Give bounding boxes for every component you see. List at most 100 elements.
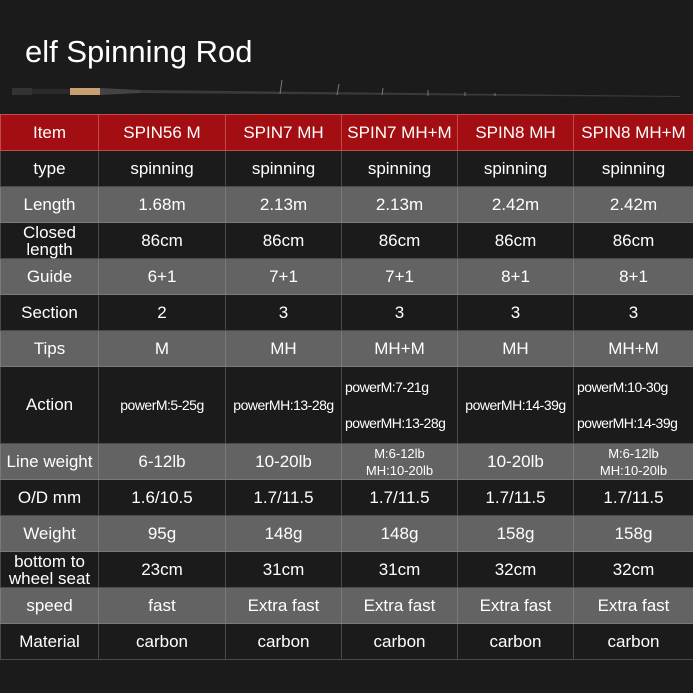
column-header: SPIN7 MH+M (341, 114, 458, 151)
table-cell: powerMH:14-39g (457, 366, 574, 444)
row-label: Guide (0, 258, 99, 295)
row-label: type (0, 150, 99, 187)
cell-line: powerMH:13-28g (233, 397, 334, 413)
table-cell: 31cm (341, 551, 458, 588)
row-label: speed (0, 587, 99, 624)
table-cell: 2 (98, 294, 226, 331)
table-cell: Extra fast (225, 587, 342, 624)
table-cell: 1.7/11.5 (341, 479, 458, 516)
table-cell: spinning (457, 150, 574, 187)
table-cell: carbon (98, 623, 226, 660)
table-row: O/D mm 1.6/10.5 1.7/11.5 1.7/11.5 1.7/11.5 1.… (0, 479, 693, 516)
column-header: SPIN8 MH+M (573, 114, 693, 151)
table-cell: MH (225, 330, 342, 367)
table-cell: powerMH:13-28g (225, 366, 342, 444)
table-row: Guide 6+1 7+1 7+1 8+1 8+1 (0, 258, 693, 295)
table-cell: MH (457, 330, 574, 367)
table-cell: Extra fast (457, 587, 574, 624)
table-cell: 1.7/11.5 (573, 479, 693, 516)
cell-line: powerMH:14-39g (465, 397, 566, 413)
row-label: Length (0, 186, 99, 223)
cell-line: MH:10-20lb (365, 462, 434, 478)
table-cell: 86cm (225, 222, 342, 259)
table-cell: 2.42m (457, 186, 574, 223)
table-row: Line weight 6-12lb 10-20lb M:6-12lb MH:10-20… (0, 443, 693, 480)
table-cell: carbon (225, 623, 342, 660)
table-cell: M (98, 330, 226, 367)
table-row: Action powerM:5-25g powerMH:13-28g powerM:7… (0, 366, 693, 444)
cell-line: M:6-12lb (608, 445, 659, 461)
table-cell: 3 (457, 294, 574, 331)
table-cell: fast (98, 587, 226, 624)
cell-line: MH:10-20lb (599, 462, 668, 478)
table-cell: 10-20lb (225, 443, 342, 480)
table-row: Material carbon carbon carbon carbon carbon (0, 623, 693, 660)
table-cell: 148g (341, 515, 458, 552)
row-label: Line weight (0, 443, 99, 480)
table-cell: 31cm (225, 551, 342, 588)
table-cell: 1.7/11.5 (225, 479, 342, 516)
row-label: bottom to wheel seat (0, 551, 99, 588)
table-row: bottom to wheel seat 23cm 31cm 31cm 32cm 32cm (0, 551, 693, 588)
table-cell: M:6-12lb MH:10-20lb (573, 443, 693, 480)
table-cell: spinning (573, 150, 693, 187)
cell-line: powerM:7-21g (345, 379, 429, 395)
table-cell: 1.6/10.5 (98, 479, 226, 516)
table-cell: 86cm (98, 222, 226, 259)
table-cell: 3 (225, 294, 342, 331)
cell-line: powerMH:13-28g (345, 415, 446, 431)
column-header: SPIN56 M (98, 114, 226, 151)
table-cell: powerM:10-30g powerMH:14-39g (573, 366, 693, 444)
row-label: Tips (0, 330, 99, 367)
table-cell: 2.42m (573, 186, 693, 223)
cell-line: 10-20lb (255, 451, 312, 471)
table-cell: carbon (573, 623, 693, 660)
table-cell: 3 (341, 294, 458, 331)
table-cell: 86cm (341, 222, 458, 259)
table-cell: 6-12lb (98, 443, 226, 480)
table-cell: 7+1 (341, 258, 458, 295)
table-cell: spinning (341, 150, 458, 187)
row-label: Weight (0, 515, 99, 552)
table-cell: 86cm (573, 222, 693, 259)
table-row: Length 1.68m 2.13m 2.13m 2.42m 2.42m (0, 186, 693, 223)
table-cell: 2.13m (225, 186, 342, 223)
table-cell: 86cm (457, 222, 574, 259)
cell-line: powerMH:14-39g (577, 415, 678, 431)
table-cell: 23cm (98, 551, 226, 588)
table-row: Tips M MH MH+M MH MH+M (0, 330, 693, 367)
table-cell: spinning (225, 150, 342, 187)
spec-table: Item SPIN56 M SPIN7 MH SPIN7 MH+M SPIN8 MH SP… (0, 114, 693, 660)
cell-line: 10-20lb (487, 451, 544, 471)
table-cell: 32cm (457, 551, 574, 588)
table-row: type spinning spinning spinning spinning spin… (0, 150, 693, 187)
table-cell: 10-20lb (457, 443, 574, 480)
table-cell: MH+M (341, 330, 458, 367)
table-cell: 1.68m (98, 186, 226, 223)
table-cell: powerM:7-21g powerMH:13-28g (341, 366, 458, 444)
header-row: Item SPIN56 M SPIN7 MH SPIN7 MH+M SPIN8 MH SP… (0, 114, 693, 151)
fishing-rod-image (12, 79, 680, 97)
table-cell: 1.7/11.5 (457, 479, 574, 516)
row-label: O/D mm (0, 479, 99, 516)
table-cell: MH+M (573, 330, 693, 367)
row-label: Section (0, 294, 99, 331)
cell-line: M:6-12lb (374, 445, 425, 461)
cell-line: 6-12lb (138, 451, 186, 471)
table-cell: 2.13m (341, 186, 458, 223)
table-cell: 7+1 (225, 258, 342, 295)
table-row: Section 2 3 3 3 3 (0, 294, 693, 331)
table-row: Weight 95g 148g 148g 158g 158g (0, 515, 693, 552)
table-cell: 8+1 (573, 258, 693, 295)
row-label: Material (0, 623, 99, 660)
table-cell: spinning (98, 150, 226, 187)
table-cell: Extra fast (341, 587, 458, 624)
table-cell: M:6-12lb MH:10-20lb (341, 443, 458, 480)
row-label: Closed length (0, 222, 99, 259)
page-title: elf Spinning Rod (25, 34, 253, 69)
table-cell: 158g (457, 515, 574, 552)
table-cell: 158g (573, 515, 693, 552)
table-row: Closed length 86cm 86cm 86cm 86cm 86cm (0, 222, 693, 259)
table-cell: 8+1 (457, 258, 574, 295)
table-cell: carbon (457, 623, 574, 660)
